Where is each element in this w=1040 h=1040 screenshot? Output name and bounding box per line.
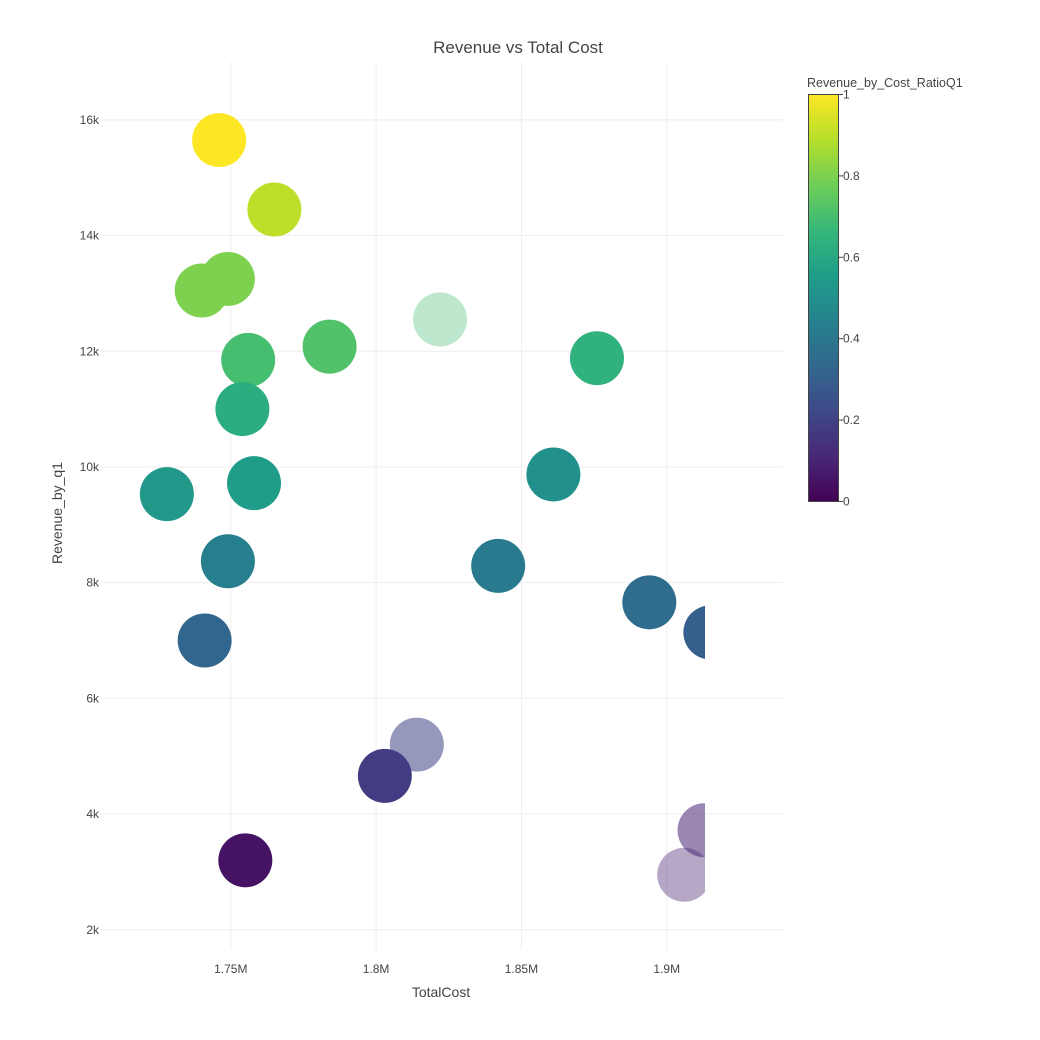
x-tick-label: 1.85M [505, 962, 538, 976]
y-tick-label: 2k [86, 923, 100, 937]
y-tick-label: 8k [86, 576, 100, 590]
chart-title: Revenue vs Total Cost [433, 38, 603, 57]
colorbar-tick-label: 0.8 [843, 169, 860, 183]
colorbar-tick-label: 0.2 [843, 413, 860, 427]
scatter-point[interactable] [526, 447, 581, 502]
colorbar-title: Revenue_by_Cost_RatioQ1 [807, 76, 963, 90]
x-tick-label: 1.9M [653, 962, 680, 976]
data-points [139, 113, 737, 902]
scatter-point[interactable] [200, 534, 255, 589]
colorbar: Revenue_by_Cost_RatioQ1 0 0.2 0.4 0.6 0.8 1 [807, 76, 963, 509]
scatter-point[interactable] [247, 182, 302, 237]
scatter-point[interactable] [471, 538, 526, 593]
x-axis-title: TotalCost [412, 984, 470, 1000]
colorbar-tick-label: 1 [843, 88, 850, 102]
scatter-point[interactable] [302, 319, 357, 374]
scatter-point[interactable] [215, 382, 270, 437]
y-tick-label: 14k [80, 229, 100, 243]
colorbar-tick-label: 0.6 [843, 250, 860, 264]
y-tick-label: 12k [80, 344, 100, 358]
scatter-point[interactable] [657, 847, 711, 902]
x-tick-label: 1.75M [214, 962, 247, 976]
scatter-point[interactable] [221, 332, 276, 387]
y-tick-label: 6k [86, 691, 100, 705]
scatter-point[interactable] [192, 113, 247, 168]
x-tick-label: 1.8M [363, 962, 390, 976]
scatter-point[interactable] [357, 748, 412, 803]
y-axis-ticks: 2k 4k 6k 8k 10k 12k 14k 16k [80, 113, 100, 937]
scatter-point[interactable] [139, 467, 194, 522]
scatter-point[interactable] [174, 263, 229, 318]
scatter-point[interactable] [677, 803, 732, 858]
scatter-point[interactable] [218, 833, 273, 888]
colorbar-gradient [808, 94, 839, 502]
scatter-point[interactable] [569, 331, 624, 386]
scatter-point[interactable] [227, 456, 282, 511]
scatter-point[interactable] [177, 613, 232, 668]
y-axis-title: Revenue_by_q1 [49, 462, 65, 564]
scatter-point[interactable] [683, 605, 737, 659]
scatter-point[interactable] [413, 292, 468, 347]
y-tick-label: 16k [80, 113, 100, 127]
colorbar-tick-label: 0 [843, 495, 850, 509]
y-tick-label: 4k [86, 807, 100, 821]
colorbar-tick-label: 0.4 [843, 332, 860, 346]
grid-lines [100, 62, 783, 950]
x-axis-ticks: 1.75M 1.8M 1.85M 1.9M [214, 962, 680, 976]
colorbar-ticks: 0 0.2 0.4 0.6 0.8 1 [838, 88, 860, 509]
y-tick-label: 10k [80, 460, 100, 474]
scatter-point[interactable] [622, 575, 677, 630]
